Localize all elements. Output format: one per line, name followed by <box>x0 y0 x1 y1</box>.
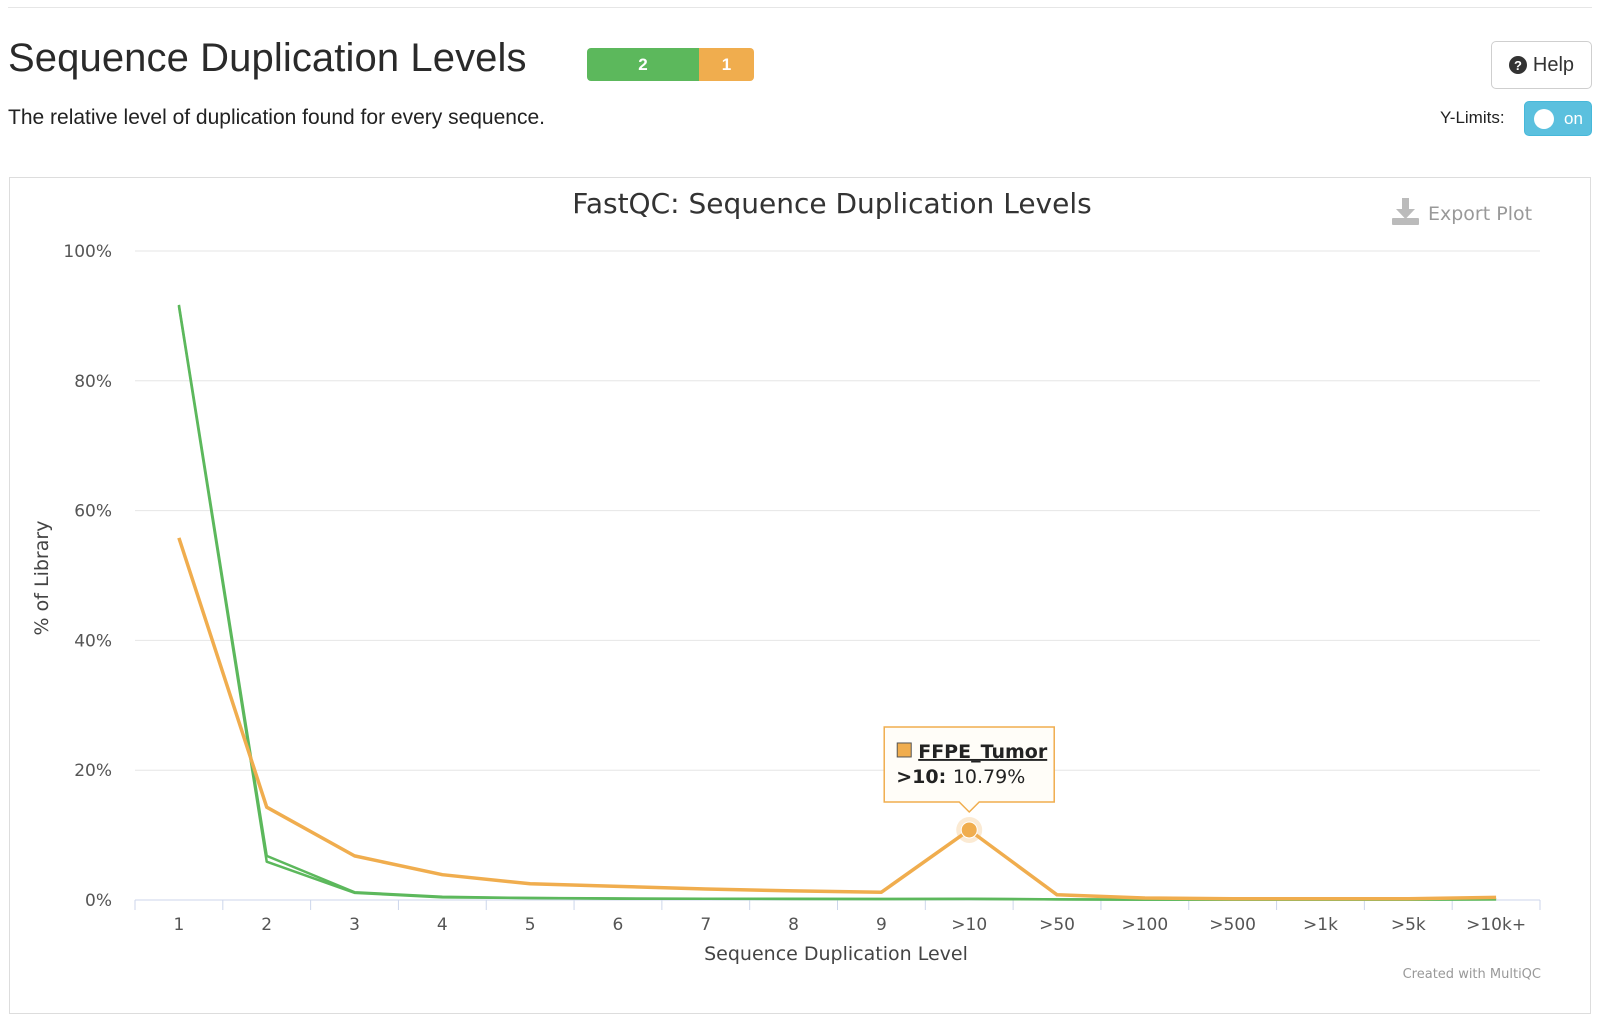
tooltip-colon: : <box>939 766 953 788</box>
x-tick-label: >5k <box>1391 915 1426 935</box>
series-line[interactable] <box>177 305 1497 901</box>
x-tick-label: >10k+ <box>1466 915 1526 935</box>
y-tick-label: 60% <box>74 502 112 522</box>
export-plot-button[interactable]: Export Plot <box>1392 198 1532 225</box>
y-axis-title: % of Library <box>31 521 53 636</box>
y-axis-ticks: 0% 20% 40% 60% 80% 100% <box>63 242 112 911</box>
page-description: The relative level of duplication found … <box>8 106 545 129</box>
ylimits-label: Y-Limits: <box>1440 108 1505 127</box>
page-title: Sequence Duplication Levels <box>8 36 527 80</box>
chart-title: FastQC: Sequence Duplication Levels <box>572 187 1091 220</box>
created-with-credit: Created with MultiQC <box>1403 967 1541 982</box>
tooltip-value-text: 10.79% <box>953 766 1025 788</box>
y-tick-label: 80% <box>74 372 112 392</box>
tooltip-series-name: FFPE_Tumor <box>918 741 1048 763</box>
ylimits-toggle[interactable]: on <box>1524 101 1592 136</box>
series-line[interactable] <box>177 304 1497 901</box>
status-pass-count[interactable]: 2 <box>587 48 699 81</box>
series-line[interactable] <box>177 537 1497 901</box>
status-bar[interactable]: 2 1 <box>587 48 754 81</box>
hover-point[interactable] <box>960 821 978 839</box>
tooltip-value: >10: 10.79% <box>896 766 1025 788</box>
y-tick-label: 20% <box>74 761 112 781</box>
series-lines <box>177 304 1497 901</box>
chart-container: FastQC: Sequence Duplication Levels Expo… <box>9 177 1591 1014</box>
y-tick-label: 40% <box>74 631 112 651</box>
x-axis-ticks: 1 2 3 4 5 6 7 8 9 >10 >50 >100 >500 >1k >5k >10k+ <box>134 900 1541 935</box>
chart-svg: FastQC: Sequence Duplication Levels Expo… <box>31 187 1541 982</box>
download-icon <box>1392 198 1419 225</box>
top-divider <box>8 7 1592 8</box>
x-tick-label: >500 <box>1209 915 1256 935</box>
x-tick-label: 7 <box>700 915 711 935</box>
x-tick-label: 9 <box>876 915 887 935</box>
x-tick-label: 2 <box>261 915 272 935</box>
x-tick-label: 6 <box>613 915 624 935</box>
x-tick-label: 8 <box>788 915 799 935</box>
tooltip: FFPE_Tumor >10: 10.79% <box>883 726 1055 814</box>
y-tick-label: 0% <box>85 891 112 911</box>
x-tick-label: >10 <box>951 915 987 935</box>
help-button-label: Help <box>1532 53 1575 76</box>
x-tick-label: 3 <box>349 915 360 935</box>
x-tick-label: >50 <box>1039 915 1075 935</box>
x-tick-label: >100 <box>1121 915 1168 935</box>
ylimits-toggle-label: on <box>1564 108 1583 128</box>
y-tick-label: 100% <box>63 242 112 262</box>
tooltip-category: >10 <box>896 766 938 788</box>
question-circle-icon: ? <box>1508 56 1527 74</box>
status-warn-count[interactable]: 1 <box>699 48 754 81</box>
x-tick-label: 1 <box>173 915 184 935</box>
export-plot-label: Export Plot <box>1428 203 1532 225</box>
x-axis-title: Sequence Duplication Level <box>704 943 968 965</box>
x-tick-label: 5 <box>525 915 536 935</box>
x-tick-label: >1k <box>1303 915 1338 935</box>
tooltip-swatch <box>896 742 912 758</box>
grid-lines <box>135 250 1540 901</box>
toggle-knob <box>1534 108 1554 129</box>
x-tick-label: 4 <box>437 915 448 935</box>
help-button[interactable]: ? Help <box>1491 41 1592 89</box>
tooltip-box <box>883 726 1055 814</box>
